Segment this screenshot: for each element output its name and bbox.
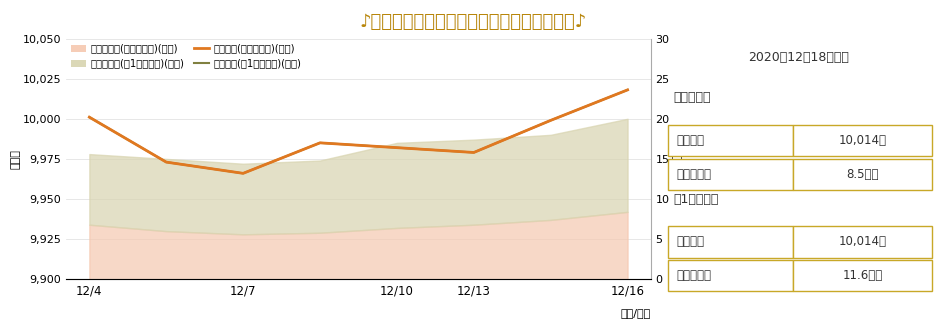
FancyBboxPatch shape [793,226,932,257]
Text: 10,014円: 10,014円 [838,236,886,248]
Text: 純資産総額: 純資産総額 [676,168,711,181]
FancyBboxPatch shape [793,125,932,157]
FancyBboxPatch shape [668,226,793,257]
Text: 毎月決算型: 毎月決算型 [673,91,710,104]
Text: 基準価額: 基準価額 [676,236,704,248]
FancyBboxPatch shape [793,260,932,291]
Text: 年1回決算型: 年1回決算型 [673,193,719,205]
Text: 純資産総額: 純資産総額 [676,269,711,282]
FancyBboxPatch shape [668,125,793,157]
Text: 10,014円: 10,014円 [838,134,886,147]
Text: 基準価額: 基準価額 [676,134,704,147]
Text: 2020年12月18日時点: 2020年12月18日時点 [748,51,849,64]
Text: 8.5億円: 8.5億円 [847,168,879,181]
Y-axis label: （円）: （円） [10,149,20,169]
Legend: 純資産総額(毎月決算型)(右軸), 純資産総額(年1回決算型)(右軸), 基準価額(毎月決算型)(左軸), 基準価額(年1回決算型)(左軸): 純資産総額(毎月決算型)(右軸), 純資産総額(年1回決算型)(右軸), 基準価… [71,44,301,68]
Text: （年/月）: （年/月） [620,308,651,318]
FancyBboxPatch shape [793,159,932,190]
FancyBboxPatch shape [668,260,793,291]
Text: ♪　設定来の基準価額と純資産総額の推移　♪: ♪ 設定来の基準価額と純資産総額の推移 ♪ [360,13,587,31]
Y-axis label: （億円）: （億円） [672,146,683,172]
FancyBboxPatch shape [668,159,793,190]
Text: 11.6億円: 11.6億円 [842,269,883,282]
